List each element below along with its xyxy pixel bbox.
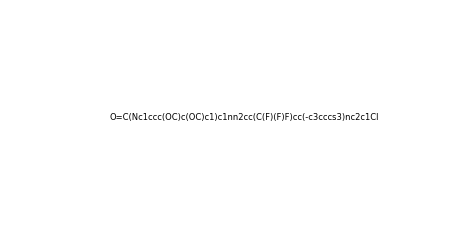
Text: O=C(Nc1ccc(OC)c(OC)c1)c1nn2cc(C(F)(F)F)cc(-c3cccs3)nc2c1Cl: O=C(Nc1ccc(OC)c(OC)c1)c1nn2cc(C(F)(F)F)c… — [109, 113, 378, 122]
